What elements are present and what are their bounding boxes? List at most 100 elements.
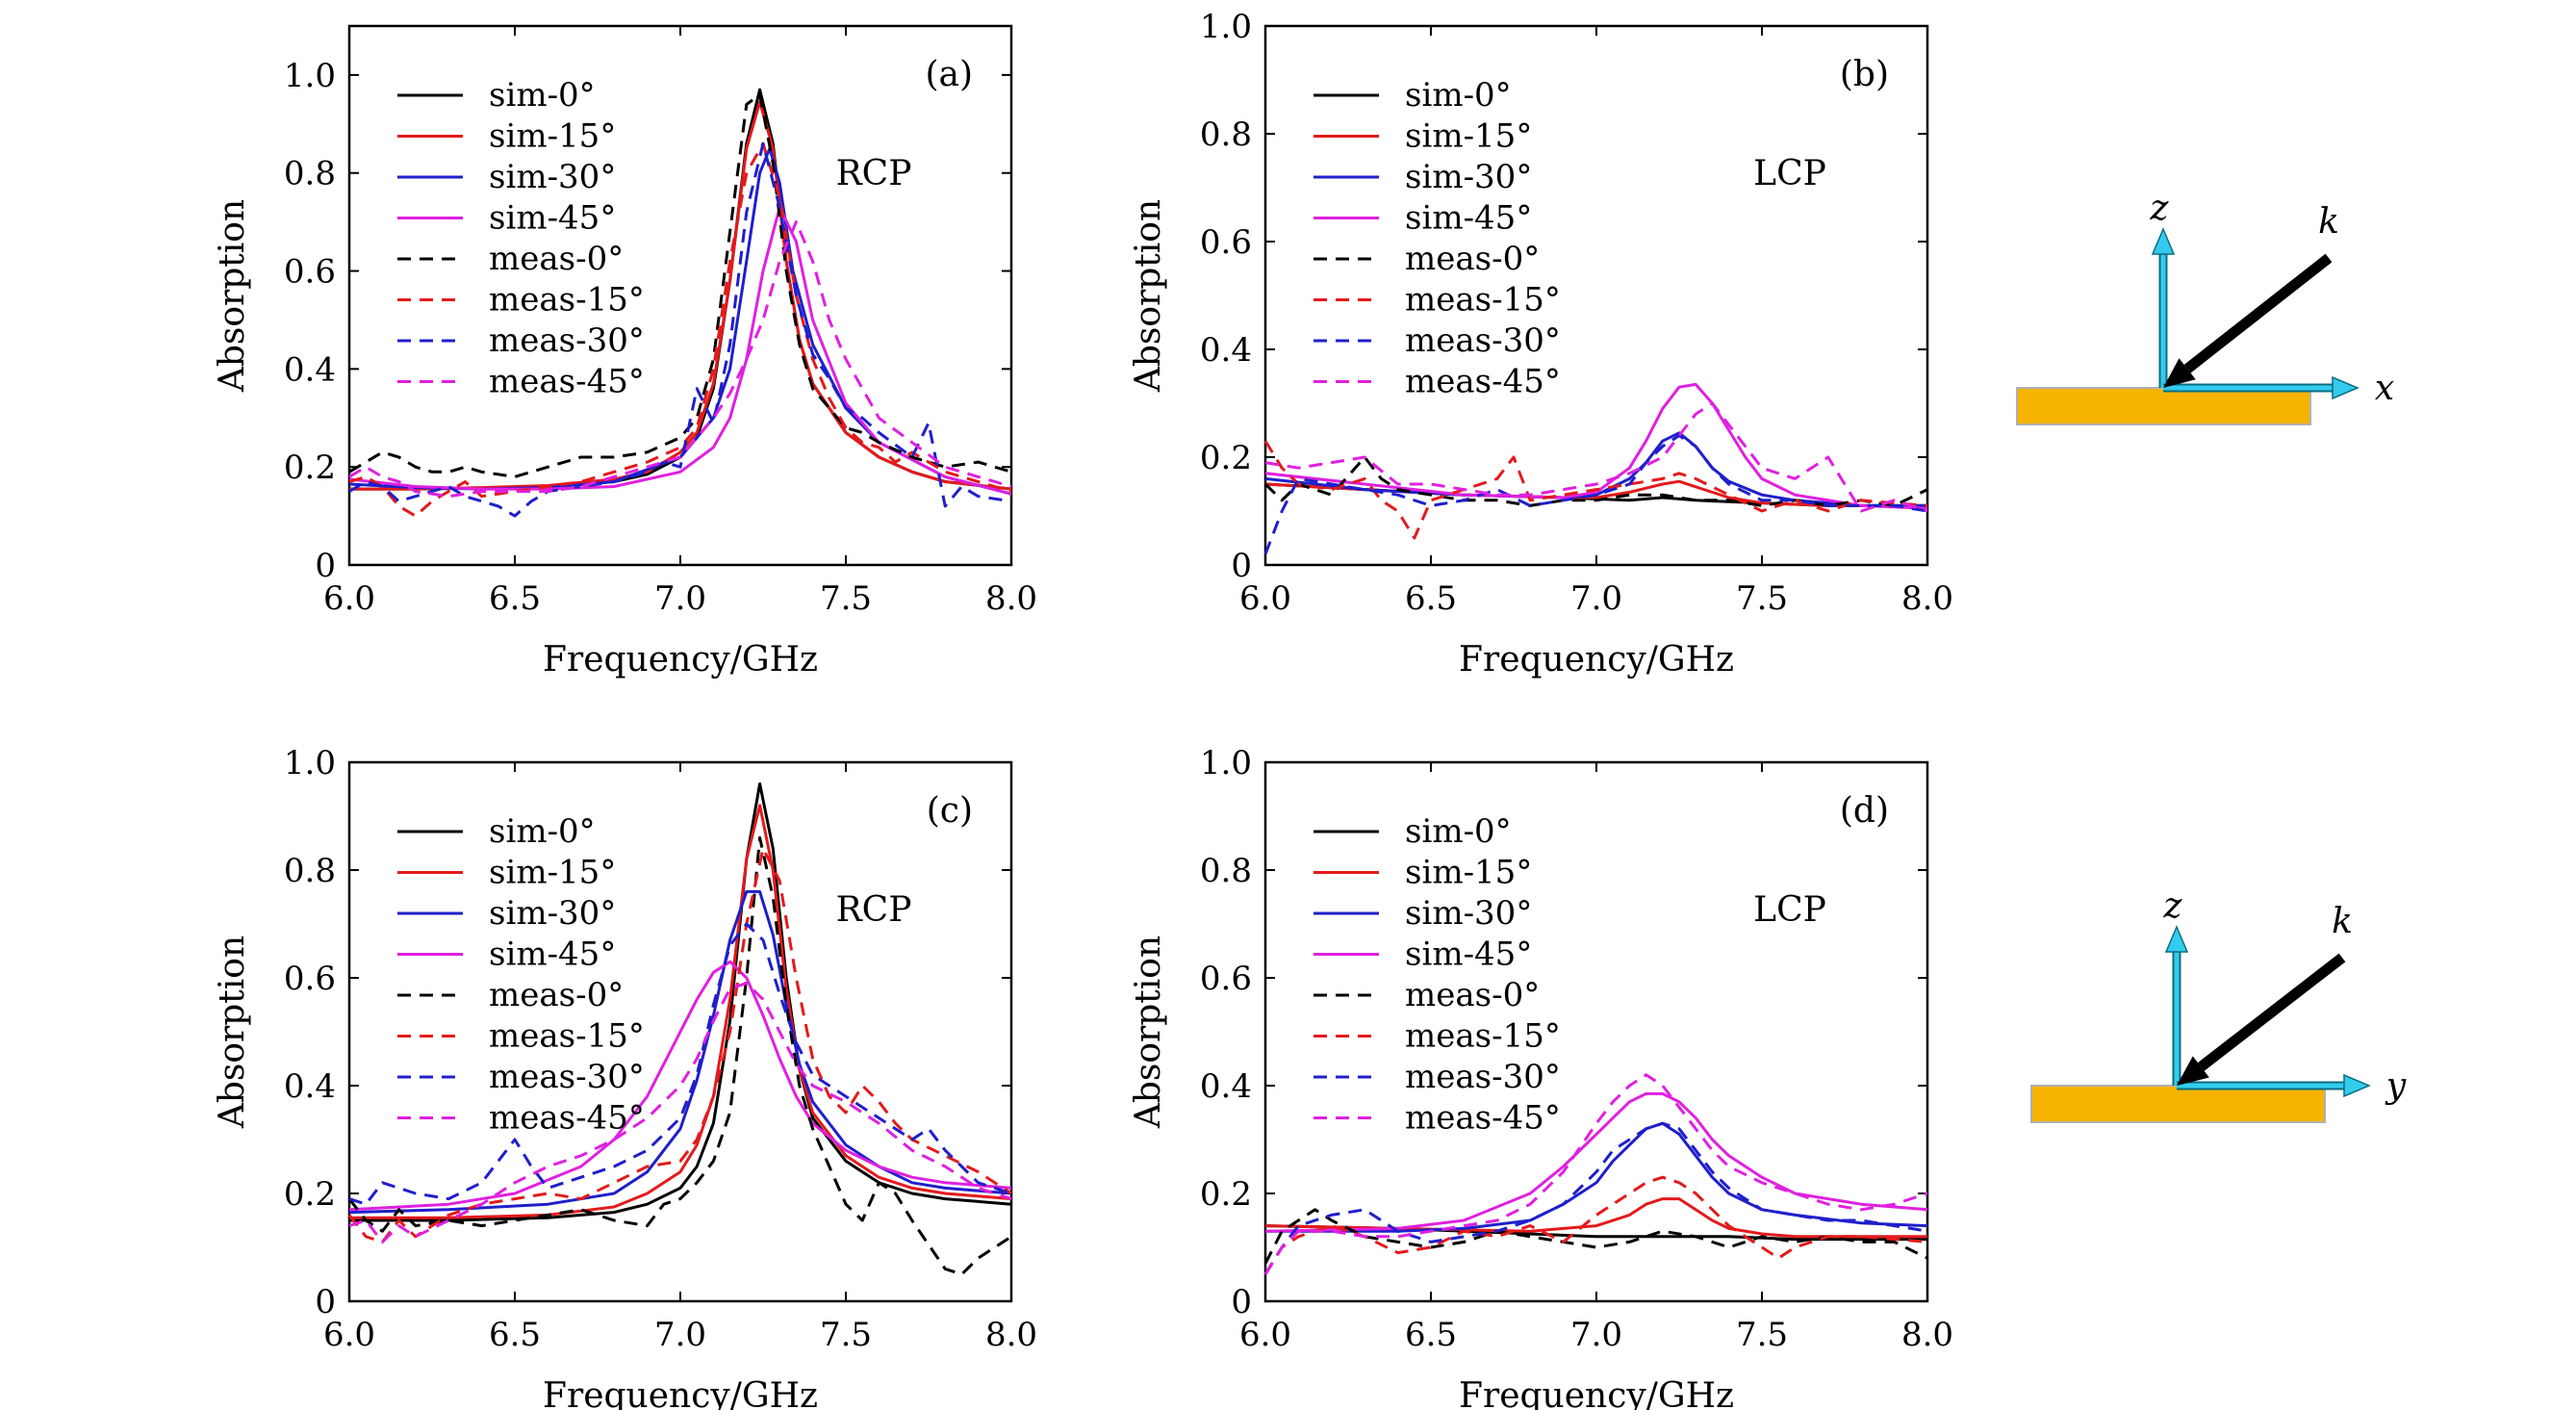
substrate <box>2016 387 2311 425</box>
x-tick-label: 6.0 <box>1239 1316 1291 1354</box>
legend-label: sim-30° <box>1405 158 1532 196</box>
wave-vector-line <box>2197 953 2346 1071</box>
inset-diagram-bottom: z y k <box>2030 886 2407 1123</box>
y-tick-label: 0.2 <box>1200 439 1252 477</box>
legend-label: sim-45° <box>489 199 616 238</box>
chart-c: 6.0 6.5 7.0 7.5 8.0 0 0.2 0.4 0.6 0.8 1.0 Frequency… <box>213 744 1037 1410</box>
y-tick-label: 0.6 <box>284 253 336 292</box>
series-meas-45deg <box>1264 401 1928 513</box>
x-tick-label: 6.0 <box>323 1316 375 1354</box>
legend-label: sim-45° <box>489 936 616 974</box>
y-tick-label: 0.8 <box>284 155 336 193</box>
legend-label: meas-30° <box>1405 1058 1561 1096</box>
wave-vector-arrowhead <box>2177 1056 2209 1086</box>
x-tick-label: 8.0 <box>1901 579 1953 618</box>
vertical-axis-label: z <box>2150 189 2170 228</box>
series-sim-0deg <box>349 782 1012 1222</box>
y-axis-title: Absorption <box>1129 199 1168 393</box>
horizontal-axis-label: y <box>2385 1066 2407 1106</box>
y-tick-label: 1.0 <box>284 744 336 782</box>
series-meas-0deg <box>347 835 1012 1276</box>
legend-label: sim-15° <box>1405 117 1532 156</box>
x-tick-label: 6.5 <box>489 579 541 618</box>
y-tick-label: 0.8 <box>1200 115 1252 154</box>
panel-label: (c) <box>927 791 973 831</box>
legend-label: meas-30° <box>489 1058 645 1096</box>
legend-label: meas-0° <box>1405 976 1540 1014</box>
y-tick-label: 0.8 <box>284 852 336 890</box>
x-tick-label: 7.0 <box>1570 1316 1622 1354</box>
legend-label: sim-0° <box>1405 76 1512 115</box>
x-tick-label: 7.5 <box>820 1316 872 1354</box>
inset-diagram-top: z x k <box>2016 189 2394 425</box>
series-sim-30deg <box>1264 431 1927 507</box>
polarization-label: LCP <box>1753 154 1826 193</box>
series-meas-45deg <box>1263 1073 1928 1275</box>
series-sim-0deg <box>349 88 1012 491</box>
legend-label: sim-0° <box>1405 812 1512 851</box>
legend-label: sim-0° <box>489 812 596 851</box>
x-tick-label: 6.5 <box>1405 1316 1457 1354</box>
series-sim-15deg <box>349 100 1012 491</box>
legend-label: meas-0° <box>489 240 624 278</box>
y-tick-label: 0.2 <box>284 449 336 487</box>
legend-label: meas-45° <box>1405 1099 1561 1138</box>
legend-label: sim-45° <box>1405 199 1532 238</box>
horizontal-axis-arrowhead <box>2343 1073 2371 1098</box>
legend-label: sim-30° <box>489 158 616 196</box>
panel-label: (b) <box>1840 55 1889 94</box>
x-tick-label: 6.5 <box>1405 579 1457 618</box>
legend-label: meas-45° <box>489 363 645 401</box>
x-axis-title: Frequency/GHz <box>1459 1376 1734 1410</box>
series-sim-15deg <box>349 804 1012 1219</box>
y-tick-label: 0.4 <box>284 350 336 389</box>
horizontal-axis-label: x <box>2375 369 2394 408</box>
chart-d: 6.0 6.5 7.0 7.5 8.0 0 0.2 0.4 0.6 0.8 1.0 Frequency… <box>1129 744 1953 1410</box>
y-tick-label: 0.6 <box>1200 223 1252 262</box>
y-axis-title: Absorption <box>1129 936 1168 1129</box>
horizontal-axis-arrowhead <box>2332 375 2359 400</box>
x-tick-label: 8.0 <box>985 579 1037 618</box>
chart-a: 6.0 6.5 7.0 7.5 8.0 0 0.2 0.4 0.6 0.8 1.0 Frequency… <box>213 24 1037 679</box>
x-tick-label: 7.5 <box>1736 579 1788 618</box>
wave-vector-line <box>2183 253 2333 373</box>
y-tick-label: 0.6 <box>284 960 336 998</box>
wave-vector-arrowhead <box>2163 358 2196 388</box>
y-tick-label: 0 <box>1231 547 1252 585</box>
y-tick-label: 1.0 <box>1200 8 1252 46</box>
y-tick-label: 0.6 <box>1200 960 1252 998</box>
legend-label: meas-30° <box>489 321 645 360</box>
y-axis-title: Absorption <box>213 199 252 393</box>
y-tick-label: 0.4 <box>1200 331 1252 370</box>
x-tick-label: 7.5 <box>1736 1316 1788 1354</box>
legend-label: sim-30° <box>489 894 616 933</box>
legend-label: sim-0° <box>489 76 596 115</box>
vertical-axis-arrowhead <box>2151 227 2176 255</box>
y-tick-label: 0 <box>1231 1283 1252 1321</box>
x-tick-label: 8.0 <box>1901 1316 1953 1354</box>
y-axis-title: Absorption <box>213 936 252 1129</box>
series-meas-30deg <box>1263 434 1928 555</box>
x-tick-label: 7.0 <box>1570 579 1622 618</box>
vertical-axis-arrowhead <box>2164 925 2189 953</box>
wave-vector-label: k <box>2332 902 2353 941</box>
legend-label: meas-30° <box>1405 321 1561 360</box>
polarization-label: LCP <box>1753 890 1826 930</box>
series-sim-15deg <box>1264 1197 1927 1239</box>
legend-label: meas-15° <box>1405 281 1561 320</box>
chart-b: 6.0 6.5 7.0 7.5 8.0 0 0.2 0.4 0.6 0.8 1.0 Frequency… <box>1129 8 1953 679</box>
x-tick-label: 6.5 <box>489 1316 541 1354</box>
x-tick-label: 7.0 <box>654 579 706 618</box>
x-tick-label: 6.0 <box>323 579 375 618</box>
x-axis-title: Frequency/GHz <box>543 640 818 679</box>
y-tick-label: 0 <box>315 1283 336 1321</box>
legend-label: meas-15° <box>1405 1017 1561 1056</box>
y-tick-label: 1.0 <box>284 57 336 95</box>
substrate <box>2030 1085 2326 1123</box>
series-sim-30deg <box>1265 1121 1928 1233</box>
x-tick-label: 8.0 <box>985 1316 1037 1354</box>
panel-label: (a) <box>925 55 973 94</box>
polarization-label: RCP <box>836 890 912 930</box>
x-axis-title: Frequency/GHz <box>543 1376 818 1410</box>
